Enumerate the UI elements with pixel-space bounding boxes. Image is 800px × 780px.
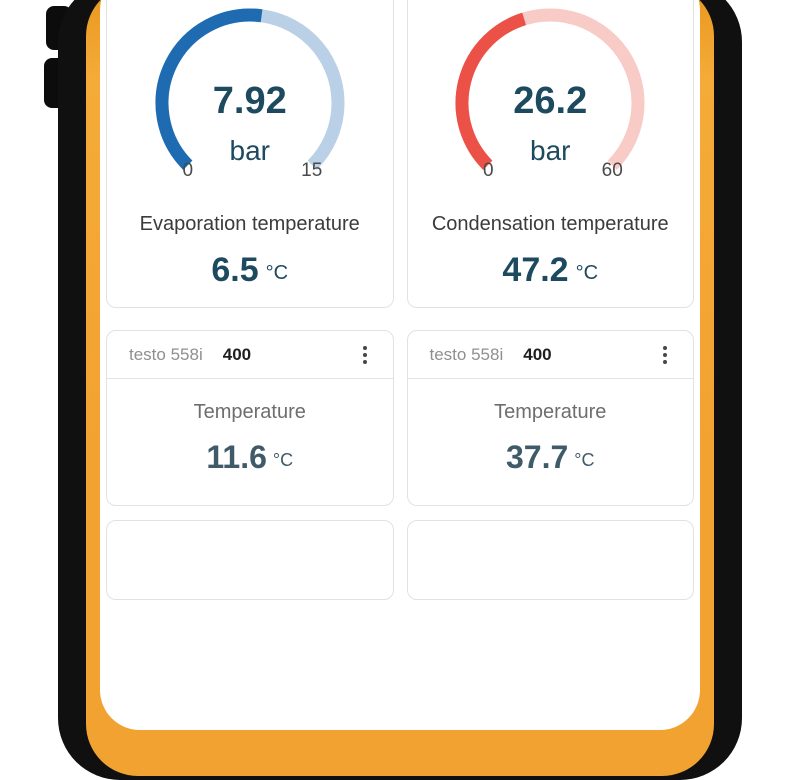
device-card-header: testo 558i 400: [407, 331, 693, 379]
clipped-card[interactable]: [406, 520, 694, 600]
kebab-menu-icon[interactable]: [659, 340, 671, 370]
device-name: testo 558i: [129, 344, 203, 364]
pressure-gauge: 7.92 bar 0 15: [145, 3, 355, 183]
parameter-value-number: 6.5: [211, 251, 259, 289]
parameter-label: Evaporation temperature: [139, 213, 360, 235]
measurement-value: 37.7 °C: [408, 438, 694, 483]
parameter-value-unit: °C: [265, 262, 289, 284]
gauge-arc: [155, 8, 345, 170]
gauge-unit: bar: [530, 135, 571, 166]
gauge-card-row: 7.92 bar 0 15 Evaporation temperature 6.…: [106, 0, 694, 308]
device-card-body: Temperature 11.6 °C: [107, 399, 393, 483]
measurement-label: Temperature: [193, 401, 306, 423]
device-name: testo 558i: [429, 344, 504, 364]
measurement-value-unit: °C: [272, 450, 294, 470]
parameter-value-unit: °C: [575, 262, 599, 284]
gauge-value: 26.2: [513, 80, 588, 122]
gauge-max-label: 15: [301, 160, 323, 181]
measurement-value: 11.6 °C: [107, 438, 393, 483]
clipped-card-row: [106, 520, 694, 600]
gauge-value: 7.92: [212, 80, 287, 122]
phone-screen: 7.92 bar 0 15 Evaporation temperature 6.…: [100, 0, 700, 730]
device-card-1[interactable]: testo 558i 400 Temperature 11.6 °C: [106, 330, 394, 506]
parameter-value: 47.2 °C: [408, 249, 694, 298]
measurement-label: Temperature: [494, 401, 607, 423]
phone-mockup: 7.92 bar 0 15 Evaporation temperature 6.…: [44, 0, 742, 780]
device-card-body: Temperature 37.7 °C: [408, 399, 694, 483]
clipped-card[interactable]: [106, 520, 394, 600]
pressure-gauge: 26.2 bar 0 60: [445, 3, 655, 183]
device-card-2[interactable]: testo 558i 400 Temperature 37.7 °C: [406, 330, 694, 506]
gauge-card-high-pressure[interactable]: 26.2 bar 0 60 Condensation temperature 4…: [406, 0, 694, 308]
device-id-badge: 400: [523, 344, 552, 364]
gauge-card-low-pressure[interactable]: 7.92 bar 0 15 Evaporation temperature 6.…: [106, 0, 394, 308]
gauge-min-label: 0: [482, 160, 494, 181]
gauge-arc: [455, 8, 645, 170]
gauge-min-label: 0: [182, 160, 194, 181]
measurement-value-number: 11.6: [206, 439, 267, 475]
device-id-badge: 400: [222, 344, 252, 364]
parameter-value-number: 47.2: [502, 251, 569, 289]
parameter-label: Condensation temperature: [431, 213, 669, 235]
gauge-unit: bar: [229, 135, 270, 166]
measurement-value-unit: °C: [574, 450, 595, 470]
measurement-value-number: 37.7: [506, 439, 569, 475]
kebab-menu-icon[interactable]: [359, 340, 371, 370]
gauge-max-label: 60: [601, 160, 623, 181]
device-card-row: testo 558i 400 Temperature 11.6 °C testo …: [106, 330, 694, 506]
device-card-header: testo 558i 400: [107, 331, 393, 379]
parameter-value: 6.5 °C: [107, 249, 393, 298]
